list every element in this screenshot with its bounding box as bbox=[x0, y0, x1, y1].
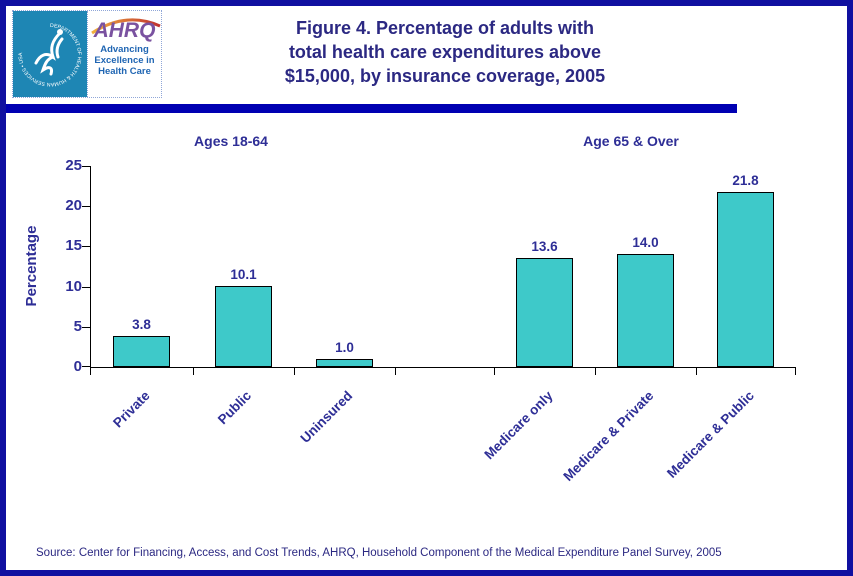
y-axis-tick bbox=[82, 206, 90, 207]
bar-value-label: 1.0 bbox=[335, 340, 354, 355]
bar-medicare-public: 21.8 bbox=[717, 168, 774, 367]
bar-value-label: 21.8 bbox=[732, 173, 759, 188]
ahrq-tagline: Advancing Excellence in Health Care bbox=[94, 44, 154, 77]
bar-rect bbox=[617, 254, 674, 367]
category-label-medicare-public: Medicare & Public bbox=[663, 388, 757, 481]
group-label-ages-18-64: Ages 18-64 bbox=[194, 133, 268, 149]
ahrq-logo: AHRQ Advancing Excellence in Health Care bbox=[87, 11, 161, 97]
figure-title-line: Figure 4. Percentage of adults with bbox=[295, 18, 595, 38]
y-axis-title: Percentage bbox=[23, 225, 40, 307]
category-label-medicare-only: Medicare only bbox=[481, 388, 556, 463]
x-axis-tick bbox=[595, 367, 596, 375]
bar-value-label: 14.0 bbox=[632, 235, 659, 250]
bar-rect bbox=[113, 336, 170, 367]
bar-medicare-private: 14.0 bbox=[617, 230, 674, 367]
bar-rect bbox=[316, 359, 373, 367]
bar-private: 3.8 bbox=[113, 312, 170, 367]
bar-rect bbox=[215, 286, 272, 367]
y-axis-tick bbox=[82, 366, 90, 367]
x-axis-tick bbox=[696, 367, 697, 375]
ahrq-wordmark: AHRQ bbox=[93, 19, 156, 42]
bar-value-label: 13.6 bbox=[531, 239, 558, 254]
header-divider-bar bbox=[6, 104, 737, 113]
bar-public: 10.1 bbox=[215, 262, 272, 367]
source-note: Source: Center for Financing, Access, an… bbox=[36, 547, 722, 559]
bar-uninsured: 1.0 bbox=[316, 335, 373, 367]
ahrq-swoosh-icon bbox=[91, 18, 161, 35]
y-axis-line bbox=[90, 166, 91, 368]
x-axis-tick bbox=[90, 367, 91, 375]
ahrq-tagline-line: Advancing bbox=[100, 44, 149, 55]
hhs-seal: DEPARTMENT OF HEALTH & HUMAN SERVICES • … bbox=[13, 11, 87, 97]
group-label-age-65-over: Age 65 & Over bbox=[583, 133, 679, 149]
ahrq-tagline-line: Excellence in bbox=[94, 55, 155, 66]
category-label-private: Private bbox=[110, 388, 153, 431]
bar-rect bbox=[717, 192, 774, 367]
hhs-eagle-icon: DEPARTMENT OF HEALTH & HUMAN SERVICES • … bbox=[18, 23, 82, 87]
category-label-uninsured: Uninsured bbox=[297, 388, 356, 446]
x-axis-tick bbox=[494, 367, 495, 375]
y-tick-label: 10 bbox=[65, 278, 82, 295]
ahrq-tagline-line: Health Care bbox=[98, 66, 151, 77]
bar-medicare-only: 13.6 bbox=[516, 234, 573, 367]
category-label-medicare-private: Medicare & Private bbox=[560, 388, 657, 485]
x-axis-tick bbox=[795, 367, 796, 375]
y-tick-label: 0 bbox=[73, 358, 82, 375]
figure-title-line: $15,000, by insurance coverage, 2005 bbox=[284, 66, 606, 86]
y-axis-tick bbox=[82, 246, 90, 247]
x-axis-tick bbox=[294, 367, 295, 375]
bar-rect bbox=[516, 258, 573, 367]
y-tick-label: 20 bbox=[65, 197, 82, 214]
x-axis-tick bbox=[193, 367, 194, 375]
figure-title: Figure 4. Percentage of adults with tota… bbox=[225, 16, 665, 88]
y-tick-label: 25 bbox=[65, 157, 82, 174]
y-axis-tick bbox=[82, 327, 90, 328]
bar-value-label: 3.8 bbox=[132, 317, 151, 332]
x-axis-tick bbox=[395, 367, 396, 375]
y-tick-label: 5 bbox=[73, 318, 82, 335]
figure-title-line: total health care expenditures above bbox=[288, 42, 602, 62]
y-tick-label: 15 bbox=[65, 237, 82, 254]
category-label-public: Public bbox=[215, 388, 255, 428]
x-axis-line bbox=[90, 367, 796, 368]
y-axis-tick bbox=[82, 166, 90, 167]
y-axis-tick bbox=[82, 287, 90, 288]
bar-value-label: 10.1 bbox=[230, 267, 257, 282]
hhs-ahrq-logo: DEPARTMENT OF HEALTH & HUMAN SERVICES • … bbox=[12, 10, 162, 98]
